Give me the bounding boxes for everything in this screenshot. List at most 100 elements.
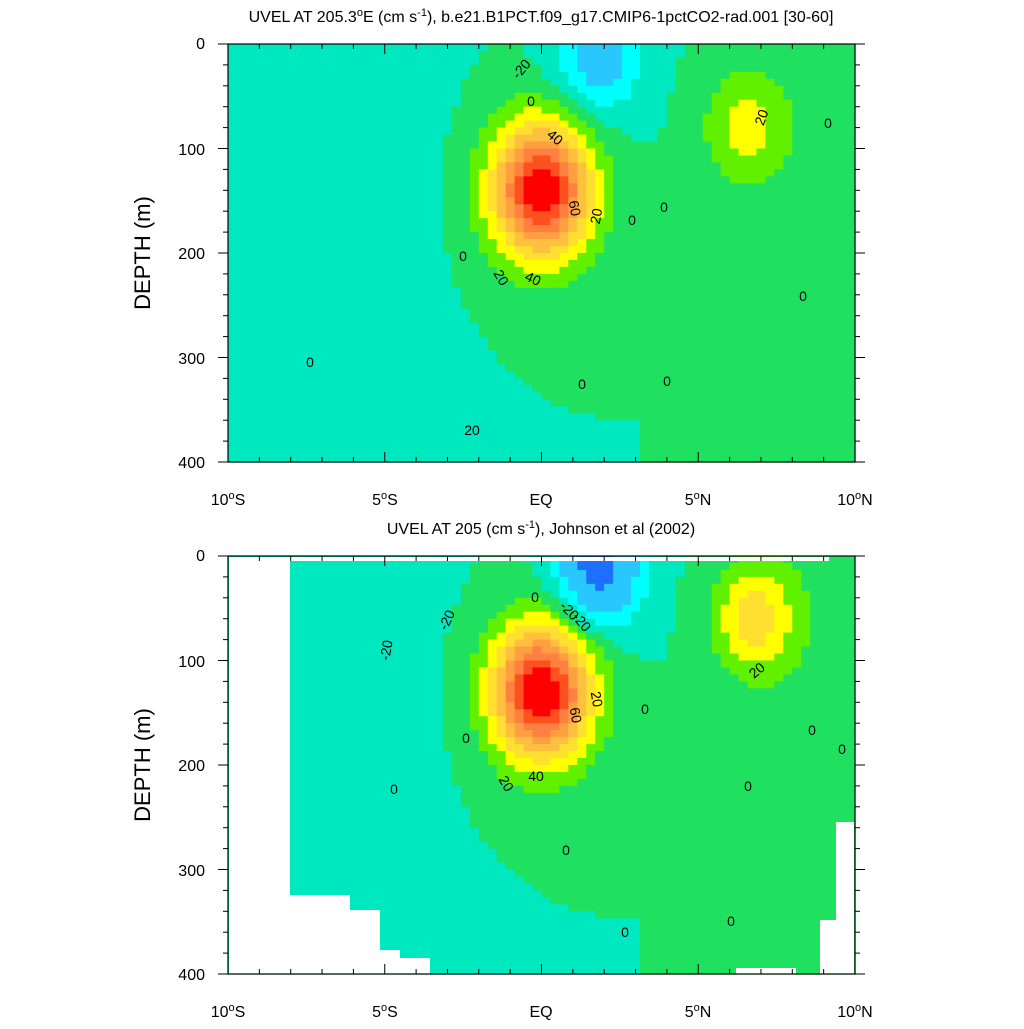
contour-cell xyxy=(640,448,650,456)
contour-cell xyxy=(407,190,417,198)
contour-cell xyxy=(362,93,372,101)
contour-cell xyxy=(309,100,319,108)
contour-cell xyxy=(416,378,426,386)
contour-cell xyxy=(703,183,713,191)
contour-cell xyxy=(846,135,856,143)
contour-cell xyxy=(640,51,650,59)
contour-cell xyxy=(622,253,632,261)
contour-cell xyxy=(542,79,552,87)
contour-cell xyxy=(550,302,560,310)
contour-cell xyxy=(550,93,560,101)
contour-cell xyxy=(273,72,283,80)
contour-cell xyxy=(470,204,480,212)
contour-cell xyxy=(327,65,337,73)
contour-cell xyxy=(479,316,489,324)
contour-cell xyxy=(309,674,319,682)
contour-cell xyxy=(479,371,489,379)
contour-cell xyxy=(434,176,444,184)
contour-cell xyxy=(676,260,686,268)
contour-cell xyxy=(658,225,668,233)
contour-cell xyxy=(246,267,256,275)
contour-cell xyxy=(273,364,283,372)
contour-cell xyxy=(470,385,480,393)
contour-cell xyxy=(721,169,731,177)
contour-cell xyxy=(792,274,802,282)
contour-cell xyxy=(756,246,766,254)
contour-cell xyxy=(542,260,552,268)
contour-cell xyxy=(712,316,722,324)
contour-cell xyxy=(730,142,740,150)
contour-cell xyxy=(362,211,372,219)
contour-cell xyxy=(550,427,560,435)
contour-cell xyxy=(344,72,354,80)
contour-cell xyxy=(756,51,766,59)
contour-cell xyxy=(756,211,766,219)
contour-cell xyxy=(685,364,695,372)
contour-cell xyxy=(542,155,552,163)
contour-cell xyxy=(739,323,749,331)
contour-cell xyxy=(344,448,354,456)
contour-cell xyxy=(631,392,641,400)
contour-cell xyxy=(398,309,408,317)
contour-cell xyxy=(631,93,641,101)
contour-cell xyxy=(721,399,731,407)
contour-cell xyxy=(335,79,345,87)
contour-cell xyxy=(801,344,811,352)
contour-cell xyxy=(515,190,525,198)
contour-cell xyxy=(685,295,695,303)
contour-cell xyxy=(479,176,489,184)
contour-cell xyxy=(362,246,372,254)
contour-cell xyxy=(488,107,498,115)
contour-cell xyxy=(640,218,650,226)
contour-cell xyxy=(425,420,435,428)
contour-cell xyxy=(291,65,301,73)
contour-cell xyxy=(524,232,534,240)
contour-cell xyxy=(398,413,408,421)
contour-cell xyxy=(318,863,328,871)
contour-cell xyxy=(291,239,301,247)
contour-cell xyxy=(380,239,390,247)
contour-cell xyxy=(739,253,749,261)
contour-cell xyxy=(237,176,247,184)
contour-cell xyxy=(515,155,525,163)
contour-cell xyxy=(398,337,408,345)
contour-cell xyxy=(694,385,704,393)
contour-cell xyxy=(846,114,856,122)
contour-cell xyxy=(604,385,614,393)
contour-cell xyxy=(264,225,274,233)
contour-cell xyxy=(237,107,247,115)
contour-cell xyxy=(309,619,319,627)
contour-cell xyxy=(667,427,677,435)
contour-cell xyxy=(801,378,811,386)
contour-cell xyxy=(371,190,381,198)
contour-cell xyxy=(533,427,543,435)
contour-cell xyxy=(380,197,390,205)
contour-cell xyxy=(470,260,480,268)
contour-cell xyxy=(550,162,560,170)
contour-cell xyxy=(237,232,247,240)
contour-cell xyxy=(712,260,722,268)
contour-cell xyxy=(739,406,749,414)
contour-cell xyxy=(577,79,587,87)
contour-cell xyxy=(828,295,838,303)
contour-cell xyxy=(488,330,498,338)
contour-cell xyxy=(550,378,560,386)
contour-cell xyxy=(309,709,319,717)
contour-cell xyxy=(550,316,560,324)
contour-cell xyxy=(497,351,507,359)
contour-cell xyxy=(497,337,507,345)
contour-cell xyxy=(246,79,256,87)
contour-cell xyxy=(362,364,372,372)
contour-cell xyxy=(318,371,328,379)
contour-cell xyxy=(300,605,310,613)
contour-cell xyxy=(470,406,480,414)
contour-cell xyxy=(739,162,749,170)
contour-cell xyxy=(237,128,247,136)
contour-cell xyxy=(318,316,328,324)
contour-cell xyxy=(568,155,578,163)
contour-cell xyxy=(443,218,453,226)
contour-cell xyxy=(774,420,784,428)
contour-cell xyxy=(470,441,480,449)
contour-cell xyxy=(846,427,856,435)
contour-cell xyxy=(273,162,283,170)
